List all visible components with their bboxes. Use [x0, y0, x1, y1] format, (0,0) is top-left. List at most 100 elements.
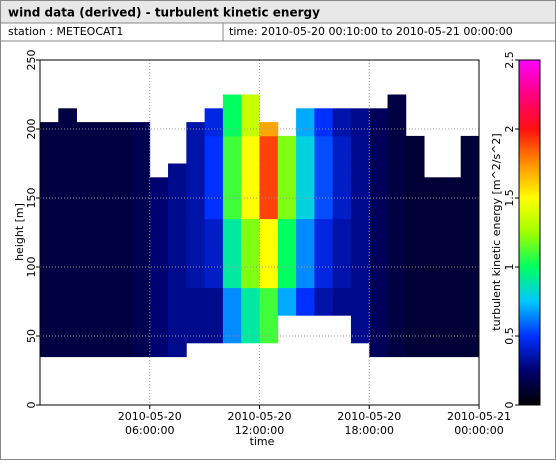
title-bar — [1, 1, 555, 23]
heatmap-cell — [369, 135, 388, 151]
heatmap-cell — [94, 315, 114, 330]
heatmap-cell — [350, 315, 370, 330]
heatmap-cell — [186, 149, 206, 164]
heatmap-cell — [94, 287, 114, 302]
heatmap-cell — [58, 315, 77, 330]
heatmap-cell — [40, 342, 59, 358]
heatmap-cell — [76, 177, 96, 192]
heatmap-cell — [259, 315, 279, 330]
heatmap-cell — [241, 135, 260, 151]
heatmap-cell — [424, 218, 443, 233]
heatmap-cell — [241, 287, 260, 302]
heatmap-cell — [277, 177, 297, 192]
heatmap-cell — [76, 135, 96, 151]
heatmap-cell — [204, 315, 224, 330]
plot-border — [39, 59, 480, 406]
heatmap-cell — [131, 191, 151, 206]
heatmap-cell — [405, 301, 425, 316]
heatmap-cell — [277, 204, 297, 220]
heatmap-cell — [113, 287, 132, 302]
heatmap-cell — [369, 149, 388, 164]
heatmap-cell — [442, 273, 462, 289]
heatmap-cell — [204, 177, 224, 192]
heatmap-cell — [405, 149, 425, 164]
heatmap-cell — [442, 246, 462, 261]
heatmap-cell — [387, 342, 407, 358]
heatmap-cell — [314, 191, 334, 206]
heatmap-cell — [204, 108, 224, 123]
heatmap-cell — [314, 204, 334, 220]
heatmap-cell — [460, 177, 480, 192]
heatmap-cell — [332, 301, 352, 316]
heatmap-cell — [76, 273, 96, 289]
heatmap-cell — [222, 301, 242, 316]
heatmap-cell — [387, 260, 407, 275]
heatmap-cell — [168, 163, 187, 178]
heatmap-cell — [204, 122, 224, 137]
heatmap-cell — [241, 273, 260, 289]
heatmap-cell — [314, 163, 334, 178]
heatmap-cell — [222, 218, 242, 233]
heatmap-cell — [332, 287, 352, 302]
heatmap-cell — [350, 232, 370, 247]
y-axis-label: height [m] — [13, 203, 26, 261]
heatmap-cell — [332, 260, 352, 275]
heatmap-cell — [460, 287, 480, 302]
heatmap-cell — [387, 191, 407, 206]
heatmap-cell — [259, 232, 279, 247]
heatmap-cell — [350, 122, 370, 137]
heatmap-cell — [222, 135, 242, 151]
heatmap-cell — [314, 301, 334, 316]
heatmap-cell — [186, 315, 206, 330]
heatmap-cell — [387, 218, 407, 233]
heatmap-cell — [131, 260, 151, 275]
heatmap-cell — [149, 301, 169, 316]
heatmap-cell — [405, 246, 425, 261]
heatmap-cell — [113, 273, 132, 289]
heatmap-cell — [241, 108, 260, 123]
heatmap-cell — [460, 163, 480, 178]
heatmap-cell — [149, 329, 169, 344]
colorbar-tick-label: 0 — [503, 402, 516, 409]
heatmap-cell — [369, 177, 388, 192]
heatmap-cell — [222, 108, 242, 123]
heatmap-cell — [168, 191, 187, 206]
heatmap-cell — [314, 232, 334, 247]
heatmap-cell — [387, 122, 407, 137]
heatmap-cell — [58, 246, 77, 261]
heatmap-cell — [222, 287, 242, 302]
heatmap-cell — [277, 163, 297, 178]
heatmap-cell — [387, 135, 407, 151]
heatmap-cell — [277, 191, 297, 206]
x-tick-label: 2010-05-20 18:00:00 — [337, 410, 401, 437]
heatmap-cell — [387, 108, 407, 123]
heatmap-cell — [186, 260, 206, 275]
heatmap-cell — [460, 273, 480, 289]
heatmap-cell — [186, 191, 206, 206]
y-tick-label: 250 — [25, 50, 38, 71]
heatmap-cell — [259, 204, 279, 220]
heatmap-cell — [442, 342, 462, 358]
heatmap-cell — [222, 149, 242, 164]
heatmap-cell — [186, 287, 206, 302]
heatmap-cell — [332, 218, 352, 233]
heatmap-cell — [405, 273, 425, 289]
heatmap-cell — [296, 301, 315, 316]
heatmap-cell — [369, 301, 388, 316]
heatmap-cell — [296, 108, 315, 123]
heatmap-cell — [94, 122, 114, 137]
heatmap-cell — [149, 191, 169, 206]
heatmap-cell — [76, 204, 96, 220]
heatmap-cell — [58, 163, 77, 178]
heatmap-cell — [387, 163, 407, 178]
heatmap-cell — [296, 177, 315, 192]
heatmap-cell — [460, 204, 480, 220]
heatmap-cell — [387, 246, 407, 261]
heatmap-cell — [296, 273, 315, 289]
heatmap-cell — [332, 232, 352, 247]
heatmap-cell — [259, 273, 279, 289]
heatmap-cell — [204, 218, 224, 233]
heatmap-cell — [168, 204, 187, 220]
heatmap-cell — [186, 163, 206, 178]
heatmap-cell — [296, 149, 315, 164]
